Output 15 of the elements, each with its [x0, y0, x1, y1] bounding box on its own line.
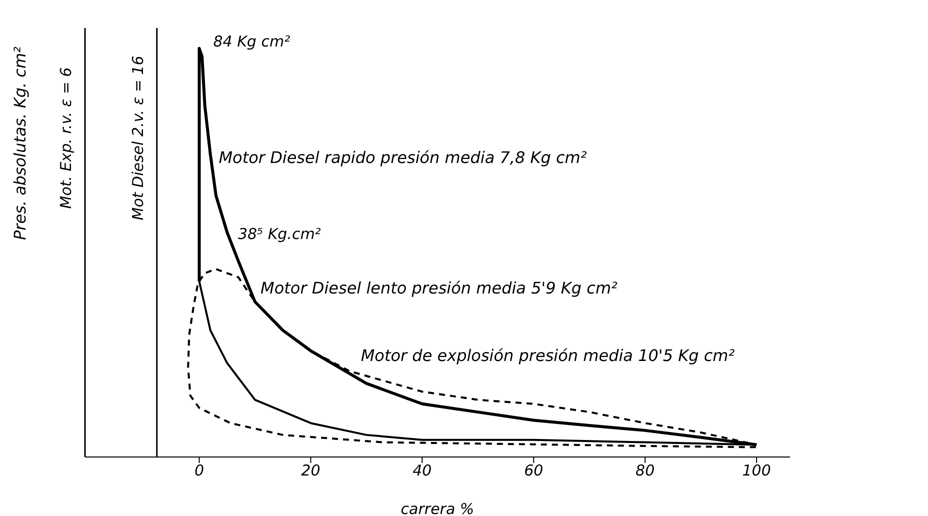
annotation: 38⁵ Kg.cm²: [238, 225, 321, 244]
annotation: Mot Diesel 2.v. ε = 16: [128, 56, 147, 220]
x-tick-label: 20: [301, 462, 320, 480]
series-label: Motor de explosión presión media 10'5 Kg cm²: [360, 346, 736, 365]
annotation: 84 Kg cm²: [213, 32, 290, 50]
x-axis-title: carrera %: [400, 500, 474, 516]
x-tick-label: 40: [412, 462, 432, 480]
text: Mot. Exp. r.v. ε = 6: [57, 67, 75, 209]
x-tick-label: 60: [524, 462, 544, 480]
x-tick-label: 100: [742, 462, 771, 480]
x-tick-label: 80: [636, 462, 655, 480]
y-axis-title: Pres. absolutas. Kg. cm²: [10, 46, 30, 240]
x-tick-label: 0: [194, 462, 204, 480]
annotation: Motor Diesel lento presión media 5'9 Kg cm²: [260, 278, 618, 298]
series-label: Motor Diesel rapido presión media 7,8 Kg cm²: [218, 148, 588, 167]
